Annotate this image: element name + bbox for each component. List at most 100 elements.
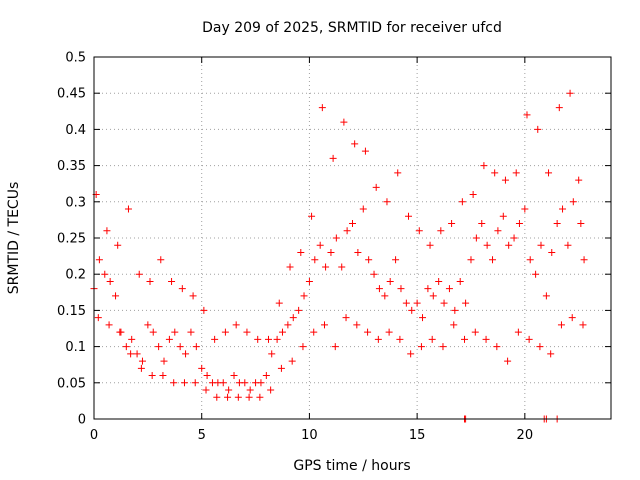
data-point	[127, 350, 135, 358]
data-point	[268, 350, 276, 358]
data-point	[225, 386, 233, 394]
data-point	[278, 328, 286, 336]
data-point	[95, 256, 103, 264]
data-point	[297, 248, 305, 256]
data-point	[450, 321, 458, 329]
data-point	[332, 234, 340, 242]
data-point	[275, 299, 283, 307]
data-point	[493, 343, 501, 351]
x-tick-label: 0	[90, 428, 98, 443]
data-point	[374, 335, 382, 343]
data-point	[383, 198, 391, 206]
data-point	[413, 299, 421, 307]
data-point	[575, 176, 583, 184]
data-point	[241, 379, 249, 387]
data-point	[101, 270, 109, 278]
data-point	[472, 234, 480, 242]
data-point	[407, 350, 415, 358]
data-point	[182, 350, 190, 358]
data-point	[501, 176, 509, 184]
data-point	[489, 256, 497, 264]
data-point	[386, 277, 394, 285]
data-point	[159, 372, 167, 380]
data-point	[555, 104, 563, 112]
data-point	[461, 335, 469, 343]
data-point	[504, 357, 512, 365]
data-point	[372, 183, 380, 191]
data-point	[525, 335, 533, 343]
data-point	[203, 372, 211, 380]
data-point	[133, 350, 141, 358]
data-point	[311, 256, 319, 264]
data-point	[458, 198, 466, 206]
data-point	[515, 220, 523, 228]
data-point	[365, 256, 373, 264]
data-point	[440, 299, 448, 307]
data-point	[553, 220, 561, 228]
y-tick-label: 0	[78, 413, 86, 428]
data-point	[559, 205, 567, 213]
data-point	[521, 205, 529, 213]
data-point	[105, 321, 113, 329]
data-point	[375, 285, 383, 293]
data-point	[491, 169, 499, 177]
data-point	[435, 277, 443, 285]
data-point	[354, 248, 362, 256]
data-point	[310, 328, 318, 336]
data-point	[305, 277, 313, 285]
data-point	[340, 118, 348, 126]
data-point	[264, 335, 272, 343]
data-point	[288, 357, 296, 365]
data-point	[200, 306, 208, 314]
data-point	[499, 212, 507, 220]
data-point	[494, 227, 502, 235]
data-point	[284, 321, 292, 329]
data-point	[318, 104, 326, 112]
data-point	[114, 241, 122, 249]
data-point	[580, 256, 588, 264]
data-point	[426, 241, 434, 249]
data-point	[128, 335, 136, 343]
data-point	[381, 292, 389, 300]
data-point	[408, 306, 416, 314]
data-point	[146, 277, 154, 285]
data-point	[289, 314, 297, 322]
data-point	[273, 335, 281, 343]
data-point	[483, 241, 491, 249]
data-point	[277, 364, 285, 372]
data-point	[566, 89, 574, 97]
x-tick-label: 10	[301, 428, 318, 443]
y-tick-label: 0.35	[57, 159, 86, 174]
data-point	[439, 343, 447, 351]
data-point	[331, 343, 339, 351]
data-point	[536, 343, 544, 351]
data-point	[295, 306, 303, 314]
data-point	[349, 220, 356, 228]
data-point	[419, 314, 427, 322]
data-point	[157, 256, 165, 264]
data-point	[137, 364, 145, 372]
data-point	[445, 285, 453, 293]
data-point	[557, 321, 565, 329]
axis-ticks	[93, 56, 611, 420]
data-point	[308, 212, 316, 220]
data-point	[478, 220, 486, 228]
y-tick-label: 0.1	[65, 340, 86, 355]
data-point	[256, 393, 264, 401]
data-point	[178, 285, 186, 293]
x-tick-label: 20	[517, 428, 534, 443]
data-point	[329, 154, 337, 162]
data-point	[451, 306, 459, 314]
data-point	[437, 227, 445, 235]
data-point	[316, 241, 324, 249]
data-point	[187, 328, 195, 336]
y-tick-label: 0.25	[57, 232, 86, 247]
y-axis-label: SRMTID / TECUs	[6, 182, 22, 295]
data-point	[112, 292, 120, 300]
y-tick-label: 0.2	[65, 268, 86, 283]
data-point	[232, 321, 240, 329]
data-point	[526, 256, 534, 264]
data-point	[221, 328, 229, 336]
chart-title: Day 209 of 2025, SRMTID for receiver ufc…	[202, 20, 502, 36]
data-point	[405, 212, 413, 220]
